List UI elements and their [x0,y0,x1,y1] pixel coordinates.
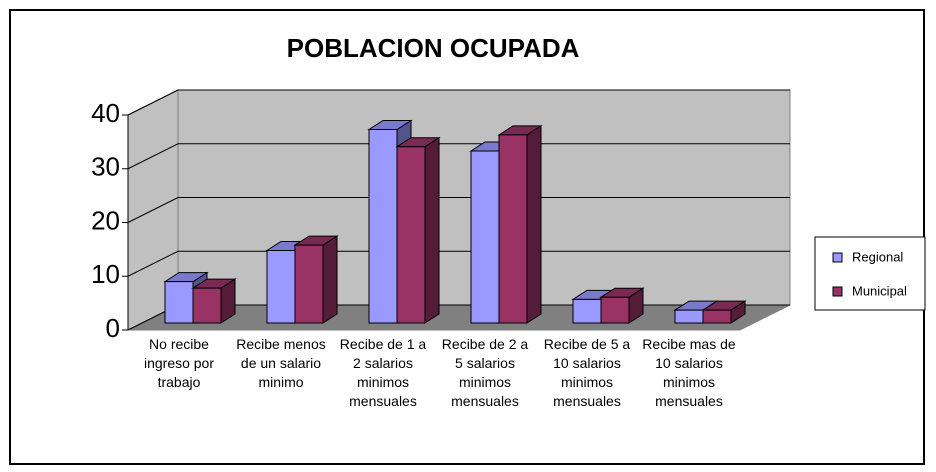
grid-line [127,197,790,223]
bar [497,124,543,324]
bar-front [396,146,426,324]
bar-front [674,309,704,324]
legend-box [814,236,926,311]
bar-side [424,136,440,324]
x-tick-label: No recibe ingreso por trabajo [144,336,214,390]
chart-title: POBLACION OCUPADA [287,33,580,63]
bar-front [702,309,732,324]
grid-line [127,143,790,170]
bar-side [322,235,338,324]
y-tick-label: 30 [91,152,120,182]
bar [599,287,645,324]
legend-swatch [832,286,843,297]
y-tick-label: 0 [106,313,120,343]
bar-front [368,129,398,324]
legend-label: Regional [852,249,903,264]
grid-line [127,250,790,277]
bar-front [498,134,528,324]
legend-swatch [832,252,843,263]
bar-front [192,287,222,324]
bar-front [294,244,324,324]
bar-front [266,249,296,324]
bar [701,300,747,324]
bar-side [526,124,542,324]
bar-front [470,150,500,324]
bar-front [164,281,194,324]
bar [191,278,237,324]
bar-front [572,298,602,324]
y-tick-label: 40 [91,98,120,128]
bar-front [600,296,630,324]
x-tick-label: Recibe mas de 10 salarios minimos mensuales [642,336,736,409]
grid-line [127,89,790,116]
bar [395,136,441,324]
legend-label: Municipal [852,283,907,298]
bar [293,235,339,324]
y-tick-label: 10 [91,259,120,289]
x-tick-label: Recibe menos de un salario minimo [236,336,326,390]
x-tick-label: Recibe de 5 a 10 salarios minimos mensuales [544,336,631,409]
y-tick-label: 20 [91,205,120,235]
